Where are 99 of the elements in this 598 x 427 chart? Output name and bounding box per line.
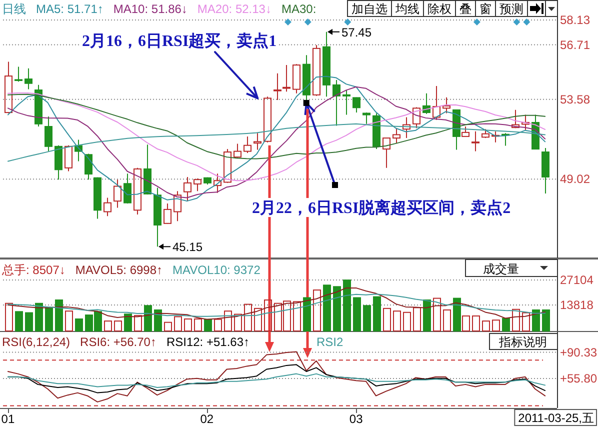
chart-title: 成交量 [483,262,519,276]
annotation: 57.45 [342,25,372,40]
y-tick-label: 27104 [560,273,594,288]
candlestick [24,68,32,90]
x-tick-label: 03 [349,412,364,426]
candlestick [332,80,340,126]
line-series [7,351,546,402]
bar [154,309,162,332]
y-tick-label: 56.71 [560,38,590,52]
y-tick-label: +90.33 [560,345,598,360]
text: 除权 [428,2,452,16]
bar [502,318,510,332]
bar [353,297,361,332]
bar [373,296,381,332]
bar [114,320,122,332]
candlestick [104,197,112,217]
line-series [7,287,546,320]
text: MAVOL5: 6998↑ [75,263,163,277]
bar [542,309,550,332]
bar [134,315,142,332]
text: MA5: 51.71↑ [36,2,104,16]
bar [264,299,272,332]
bar [453,298,461,332]
text: 叠 [460,2,472,16]
text: 加自选 [352,2,388,16]
bar [363,305,371,332]
text: 预测 [500,2,524,16]
bar [423,299,431,332]
candlestick [472,130,480,152]
bar [462,315,470,332]
text: 窗 [480,2,492,16]
bar [333,286,341,332]
bar [512,308,520,332]
line-series [7,373,546,388]
candlestick [274,72,282,100]
x-tick-label: 02 [200,412,214,426]
y-tick-label: +55.80 [560,372,598,386]
bar [35,302,43,332]
bar [403,312,411,332]
bar [25,312,33,332]
text: 2011-03-25,五 [518,411,594,425]
candlestick [154,187,162,248]
annotation: 45.15 [172,240,203,254]
candlestick [184,176,192,202]
annotation: 2月16，6日RSI超买，卖点1 [82,32,277,50]
bar [293,301,301,332]
chart-title: 日线 [2,2,26,16]
bar [313,290,321,332]
bar [55,299,63,332]
y-tick-label: 53.58 [560,92,590,106]
bar [323,284,331,332]
text: 均线 [394,2,420,16]
candlestick [322,31,330,98]
bar [413,307,421,332]
bar [45,306,53,332]
bar [124,314,132,332]
bar [472,315,480,332]
bar [174,316,182,332]
bar [522,312,530,332]
x-tick-label: 01 [1,412,15,426]
bar [492,320,500,332]
bar [75,318,83,332]
bar [65,310,73,332]
bar [214,318,222,332]
y-tick-label: 49.02 [560,172,590,186]
bar [393,310,401,332]
bar [244,304,252,332]
bar [164,322,172,332]
bar [194,318,202,332]
bar [254,308,262,332]
bar [303,297,311,332]
bar [144,305,152,332]
bar [433,298,441,332]
chart-title: RSI(6,12,24) [2,335,70,349]
text: MA10: 51.86↓ [113,2,188,16]
text: MA30: [281,2,316,16]
bar [482,320,490,332]
bar [383,308,391,332]
bar [204,318,212,332]
bar [5,302,13,332]
annotation: 指标说明 [498,335,547,349]
bar [15,311,23,332]
bar [532,309,540,332]
line-series [7,294,546,317]
bar [184,318,192,332]
y-tick-label: 58.13 [560,12,590,27]
series-label: 总手: 8507↓ [1,263,66,277]
bar [343,280,351,332]
bar [224,310,232,332]
text: RSI2 [316,335,344,349]
bar [234,314,242,332]
annotation: 2月22，6日RSI脱离超买区间，卖点2 [252,198,511,217]
text: RSI6: +56.70↑ [80,335,156,349]
y-tick-label: 13818 [560,298,594,312]
text: MAVOL10: 9372 [172,263,261,277]
text: MA20: 52.13↓ [197,2,272,16]
bar [104,320,112,332]
text: RSI12: +51.63↑ [166,335,250,349]
bar [443,309,451,332]
